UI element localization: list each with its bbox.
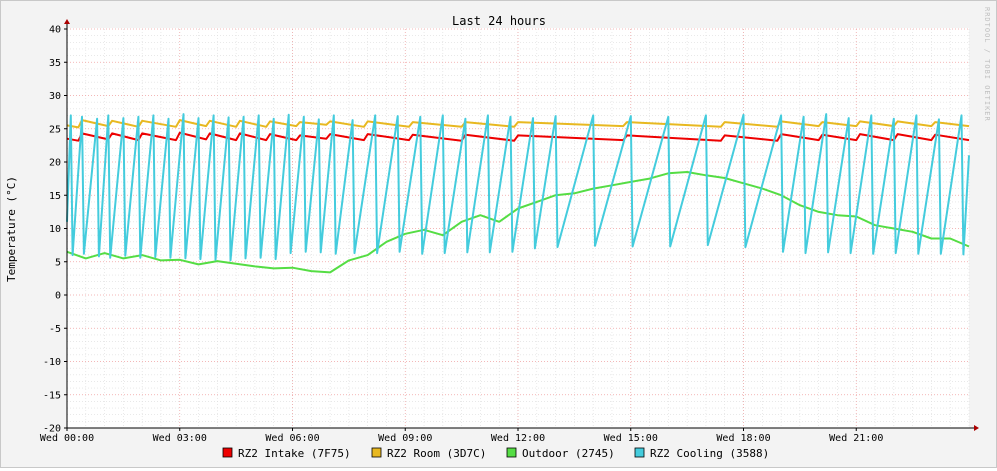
series-line-3 xyxy=(66,171,970,274)
series-line-1 xyxy=(66,131,970,142)
y-tick-label: 10 xyxy=(49,224,61,235)
legend-label-2: RZ2 Room (3D7C) xyxy=(387,447,486,460)
y-tick-label: -20 xyxy=(43,424,61,435)
y-tick-label: 0 xyxy=(55,291,61,302)
x-tick-label: Wed 12:00 xyxy=(491,433,545,444)
y-tick-label: 40 xyxy=(49,25,61,36)
y-tick-label: 20 xyxy=(49,158,61,169)
series-line-4 xyxy=(66,113,970,262)
x-tick-label: Wed 15:00 xyxy=(604,433,658,444)
y-tick-label: 30 xyxy=(49,91,61,102)
x-tick-label: Wed 00:00 xyxy=(40,433,94,444)
x-tick-label: Wed 06:00 xyxy=(265,433,319,444)
legend-swatch-3 xyxy=(506,447,517,458)
rrdtool-watermark: RRDTOOL / TOBI OETIKER xyxy=(983,7,991,122)
y-tick-label: 25 xyxy=(49,124,61,135)
y-axis-arrow xyxy=(64,19,70,24)
legend-label-1: RZ2 Intake (7F75) xyxy=(238,447,351,460)
y-tick-label: 35 xyxy=(49,58,61,69)
y-axis-label: Temperature (°C) xyxy=(5,176,18,282)
y-tick-label: -10 xyxy=(43,357,61,368)
legend-label-4: RZ2 Cooling (3588) xyxy=(650,447,769,460)
x-tick-label: Wed 03:00 xyxy=(153,433,207,444)
legend-swatch-1 xyxy=(222,447,233,458)
y-tick-label: -15 xyxy=(43,390,61,401)
series-line-2 xyxy=(66,119,970,129)
legend: RZ2 Intake (7F75) RZ2 Room (3D7C) Outdoor … xyxy=(222,447,769,460)
legend-swatch-4 xyxy=(634,447,645,458)
legend-swatch-2 xyxy=(371,447,382,458)
x-tick-label: Wed 21:00 xyxy=(829,433,883,444)
x-axis-arrow xyxy=(974,425,979,431)
y-tick-label: -5 xyxy=(49,324,61,335)
x-tick-label: Wed 18:00 xyxy=(716,433,770,444)
chart-title: Last 24 hours xyxy=(452,14,546,28)
series-layer xyxy=(66,113,970,274)
x-tick-label: Wed 09:00 xyxy=(378,433,432,444)
y-tick-label: 5 xyxy=(55,257,61,268)
y-tick-label: 15 xyxy=(49,191,61,202)
legend-label-3: Outdoor (2745) xyxy=(522,447,615,460)
